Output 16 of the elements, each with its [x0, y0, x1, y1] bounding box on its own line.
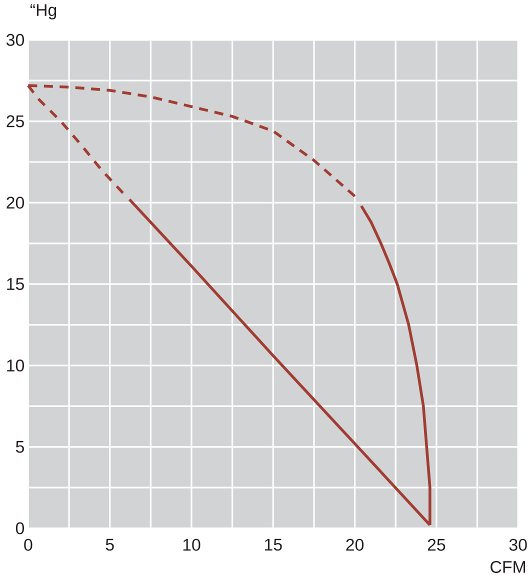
y-tick-label: 30	[6, 34, 24, 46]
x-tick-label: 20	[346, 538, 364, 551]
x-tick-label: 10	[183, 538, 200, 551]
y-tick-label: 25	[6, 115, 24, 128]
x-axis-title: CFM	[490, 560, 526, 573]
x-tick-label: 25	[428, 538, 446, 551]
y-tick-label: 5	[16, 440, 24, 453]
y-tick-label: 10	[7, 360, 24, 372]
x-tick-label: 15	[265, 538, 282, 551]
x-tick-label: 0	[24, 538, 32, 551]
x-tick-label: 30	[509, 538, 527, 551]
x-tick-label: 5	[106, 538, 114, 551]
y-tick-label: 20	[6, 196, 24, 209]
y-axis-title: “Hg	[30, 4, 56, 20]
y-tick-label: 15	[7, 278, 24, 290]
y-tick-label: 0	[16, 522, 24, 534]
